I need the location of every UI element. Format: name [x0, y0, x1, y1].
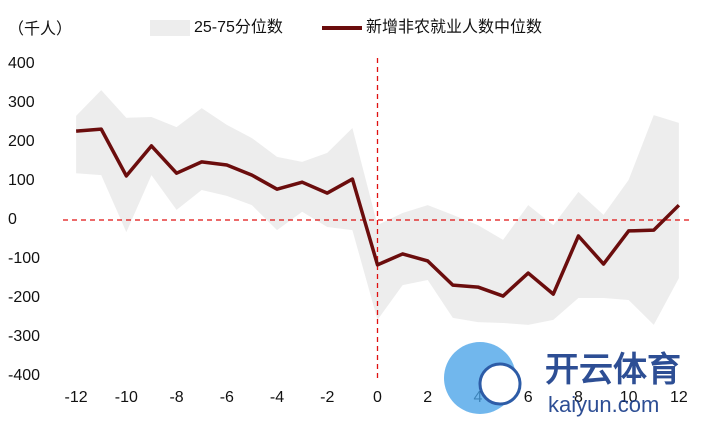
legend-label: 新增非农就业人数中位数	[366, 18, 542, 36]
watermark: 开云体育 kaiyun.com	[444, 342, 681, 417]
y-tick-label: 100	[8, 172, 35, 189]
band-area	[76, 90, 679, 325]
x-tick-label: 2	[423, 389, 432, 406]
x-tick-label: 0	[373, 389, 382, 406]
y-tick-label: 400	[8, 55, 35, 72]
watermark-site: kaiyun.com	[548, 392, 659, 417]
watermark-brand: 开云体育	[545, 351, 681, 389]
legend-swatch-band	[150, 20, 190, 36]
median-line	[75, 127, 681, 298]
y-tick-label: -400	[8, 367, 40, 384]
y-tick-label: -200	[8, 289, 40, 306]
x-tick-label: -8	[169, 389, 183, 406]
y-tick-label: 200	[8, 133, 35, 150]
y-tick-label: 0	[8, 211, 17, 228]
x-tick-label: -10	[115, 389, 138, 406]
watermark-ball	[478, 362, 522, 406]
x-tick-label: 8	[574, 389, 583, 406]
x-tick-label: 12	[670, 389, 688, 406]
x-tick-label: -4	[270, 389, 284, 406]
x-tick-label: -12	[65, 389, 88, 406]
unit-label: （千人）	[8, 20, 72, 38]
y-tick-label: -100	[8, 250, 40, 267]
y-tick-label: -300	[8, 328, 40, 345]
y-tick-label: 300	[8, 94, 35, 111]
x-tick-label: -2	[320, 389, 334, 406]
x-tick-label: -6	[220, 389, 234, 406]
x-tick-label: 10	[620, 389, 638, 406]
x-tick-label: 6	[524, 389, 533, 406]
legend-label: 25-75分位数	[194, 18, 283, 36]
